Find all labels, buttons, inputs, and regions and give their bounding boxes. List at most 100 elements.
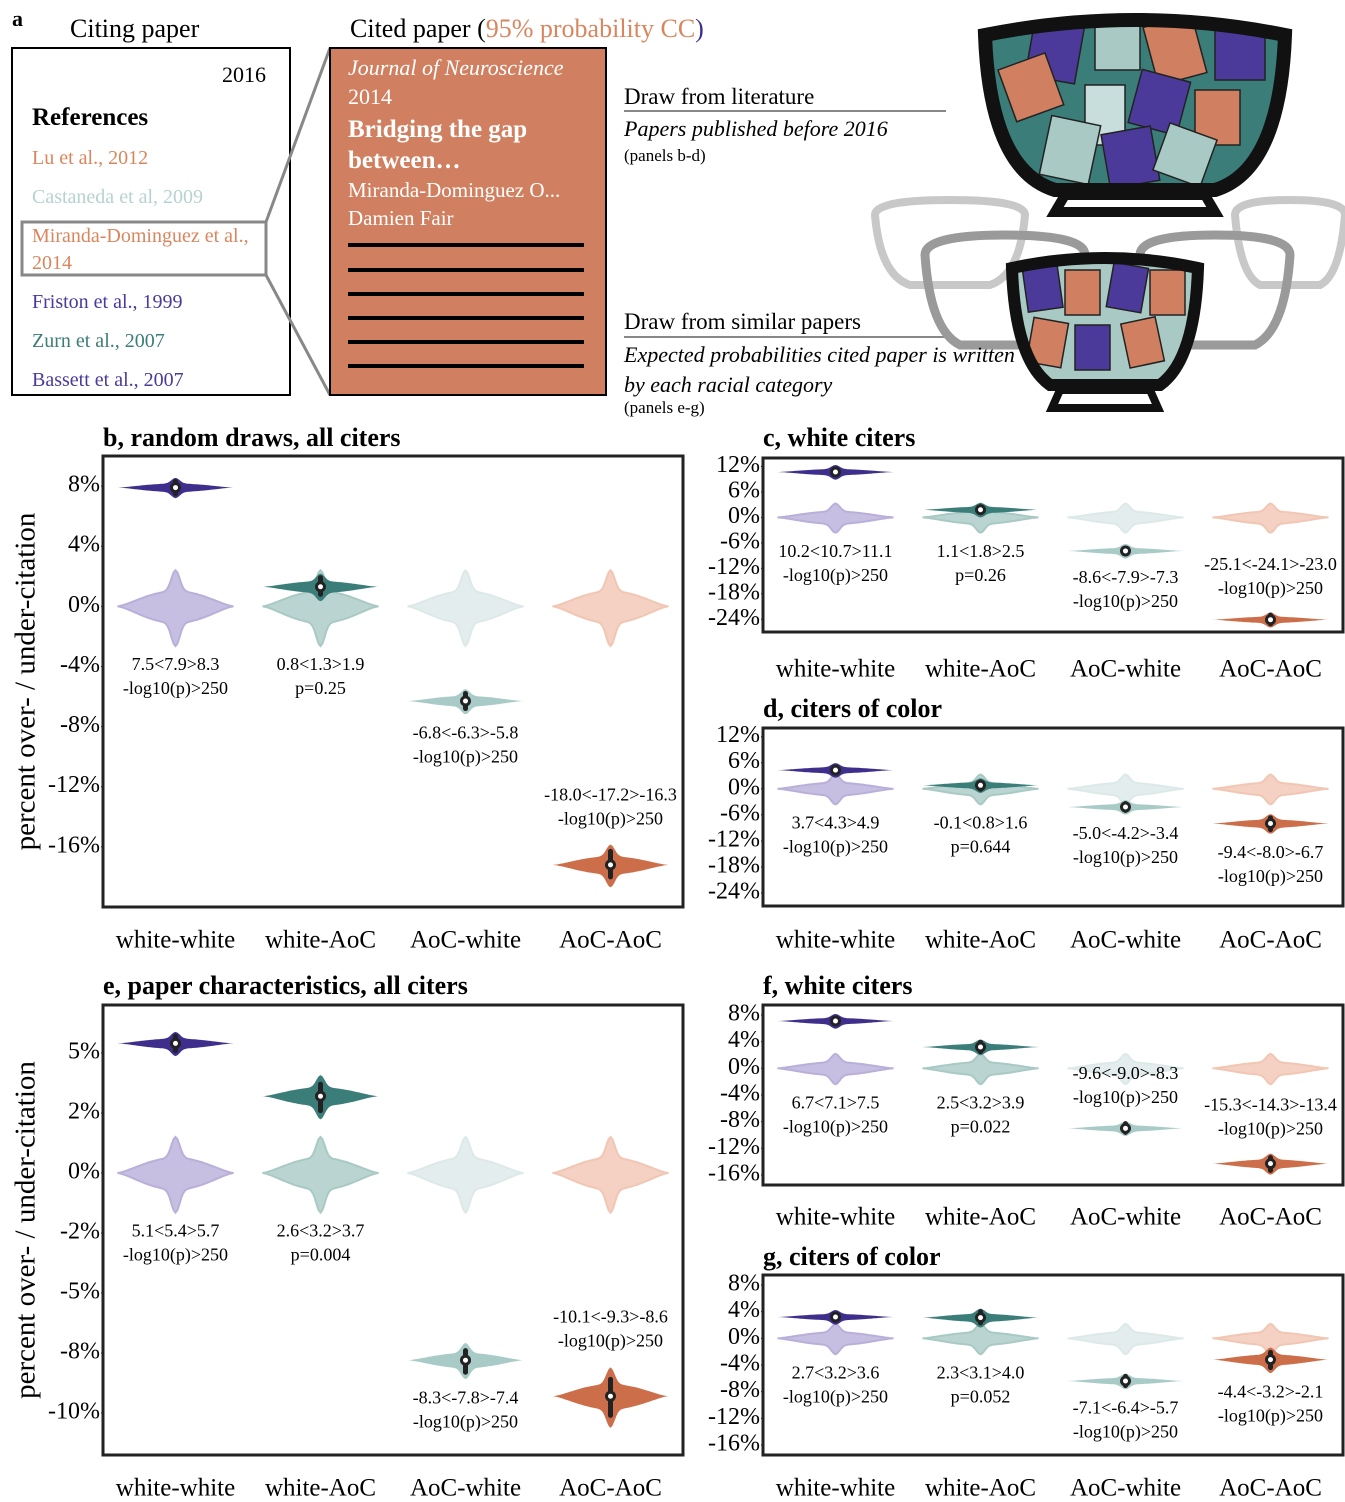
y-tick-label: 0% (728, 774, 760, 800)
draw-heading: Draw from similar papers (624, 309, 861, 334)
median (833, 1018, 838, 1024)
y-tick-label: -16% (708, 1431, 760, 1457)
cited-year: 2014 (348, 84, 392, 109)
value-label: -7.1<-6.4>-5.7 (1073, 1397, 1179, 1417)
y-tick-label: 0% (68, 592, 100, 618)
x-tick-label: white-AoC (925, 656, 1036, 683)
median (978, 782, 983, 788)
y-tick-label: -12% (708, 1134, 760, 1160)
journal: Journal of Neuroscience (348, 55, 564, 80)
chart-title: g, citers of color (763, 1242, 941, 1271)
value-label: 6.7<7.1>7.5 (792, 1092, 880, 1112)
value-label: -0.1<0.8>1.6 (934, 813, 1028, 833)
null-violin (1212, 1052, 1329, 1086)
y-tick-label: -24% (708, 605, 760, 631)
y-tick-label: -8% (720, 1107, 760, 1133)
y-tick-label: 8% (68, 472, 100, 498)
null-violin (777, 1052, 894, 1086)
x-tick-label: white-AoC (265, 927, 376, 954)
x-tick-label: AoC-white (410, 927, 521, 954)
null-violin (407, 568, 524, 648)
p-label: -log10(p)>250 (558, 809, 663, 830)
citing-year: 2016 (222, 62, 266, 87)
chart-title: b, random draws, all citers (103, 423, 401, 452)
y-tick-label: -18% (708, 852, 760, 878)
y-tick-label: -12% (708, 1404, 760, 1430)
p-label: -log10(p)>250 (783, 565, 888, 586)
chart-title: e, paper characteristics, all citers (103, 971, 468, 1000)
median (1268, 821, 1273, 827)
value-label: 2.3<3.1>4.0 (937, 1362, 1025, 1382)
y-tick-label: 4% (728, 1027, 760, 1053)
y-tick-label: -16% (708, 1161, 760, 1187)
x-tick-label: white-white (776, 656, 895, 683)
y-tick-label: -5% (60, 1279, 100, 1305)
x-tick-label: AoC-AoC (559, 927, 662, 954)
chart-title: f, white citers (763, 971, 912, 1000)
value-label: -10.1<-9.3>-8.6 (553, 1307, 668, 1327)
median (978, 507, 983, 513)
citing-title: Citing paper (70, 14, 200, 43)
reference: Friston et al., 1999 (32, 291, 183, 313)
value-label: 2.7<3.2>3.6 (792, 1362, 880, 1382)
p-label: -log10(p)>250 (413, 1411, 518, 1432)
x-tick-label: AoC-AoC (1219, 1204, 1322, 1231)
median (1123, 548, 1128, 554)
y-tick-label: 0% (728, 1054, 760, 1080)
y-tick-label: 4% (68, 532, 100, 558)
draw-note: (panels b-d) (624, 146, 706, 165)
y-tick-label: -6% (720, 800, 760, 826)
y-tick-label: -8% (60, 1339, 100, 1365)
plot-frame (761, 726, 1345, 908)
x-tick-label: white-AoC (925, 1204, 1036, 1231)
null-violin (1067, 773, 1184, 806)
chart-title: d, citers of color (763, 694, 942, 723)
p-label: -log10(p)>250 (1218, 866, 1323, 887)
null-violin (552, 1135, 669, 1215)
draw-description: Papers published before 2016 (624, 116, 888, 141)
x-tick-label: AoC-white (1070, 656, 1181, 683)
draw-heading: Draw from literature (624, 84, 815, 109)
y-tick-label: 8% (728, 1001, 760, 1027)
y-tick-label: -6% (720, 528, 760, 554)
reference: Castaneda et al, 2009 (32, 186, 204, 208)
chart-title: c, white citers (763, 423, 915, 452)
p-label: p=0.644 (951, 837, 1011, 857)
median (833, 767, 838, 773)
y-tick-label: -4% (720, 1081, 760, 1107)
plot-frame (761, 456, 1345, 634)
p-label: -log10(p)>250 (123, 678, 228, 699)
value-label: -8.3<-7.8>-7.4 (413, 1387, 519, 1407)
y-tick-label: -2% (60, 1219, 100, 1245)
y-tick-label: 6% (728, 477, 760, 503)
y-tick-label: 5% (68, 1039, 100, 1065)
y-tick-label: 2% (68, 1099, 100, 1125)
x-tick-label: AoC-white (410, 1475, 521, 1502)
null-violin (777, 773, 894, 806)
y-tick-label: 4% (728, 1297, 760, 1323)
p-label: -log10(p)>250 (1073, 847, 1178, 868)
y-tick-label: -8% (720, 1377, 760, 1403)
null-violin (777, 1322, 894, 1356)
x-tick-label: AoC-white (1070, 1475, 1181, 1502)
y-tick-label: 8% (728, 1271, 760, 1297)
references-heading: References (32, 104, 149, 131)
text-lines (348, 243, 584, 368)
y-tick-label: 6% (728, 748, 760, 774)
x-tick-label: white-white (776, 1475, 895, 1502)
p-label: p=0.004 (291, 1245, 351, 1265)
median (833, 1314, 838, 1320)
x-tick-label: white-white (116, 927, 235, 954)
p-label: -log10(p)>250 (783, 1386, 888, 1407)
author: Miranda-Dominguez O... (348, 178, 561, 202)
x-tick-label: AoC-white (1070, 1204, 1181, 1231)
null-violin (922, 1322, 1039, 1356)
null-violin (1212, 502, 1329, 534)
value-label: -4.4<-3.2>-2.1 (1218, 1381, 1324, 1401)
x-tick-label: white-AoC (925, 927, 1036, 954)
y-tick-label: -4% (720, 1351, 760, 1377)
x-tick-label: AoC-white (1070, 927, 1181, 954)
bowl-literature (977, 13, 1293, 217)
median (978, 1044, 983, 1050)
value-label: -5.0<-4.2>-3.4 (1073, 823, 1179, 843)
